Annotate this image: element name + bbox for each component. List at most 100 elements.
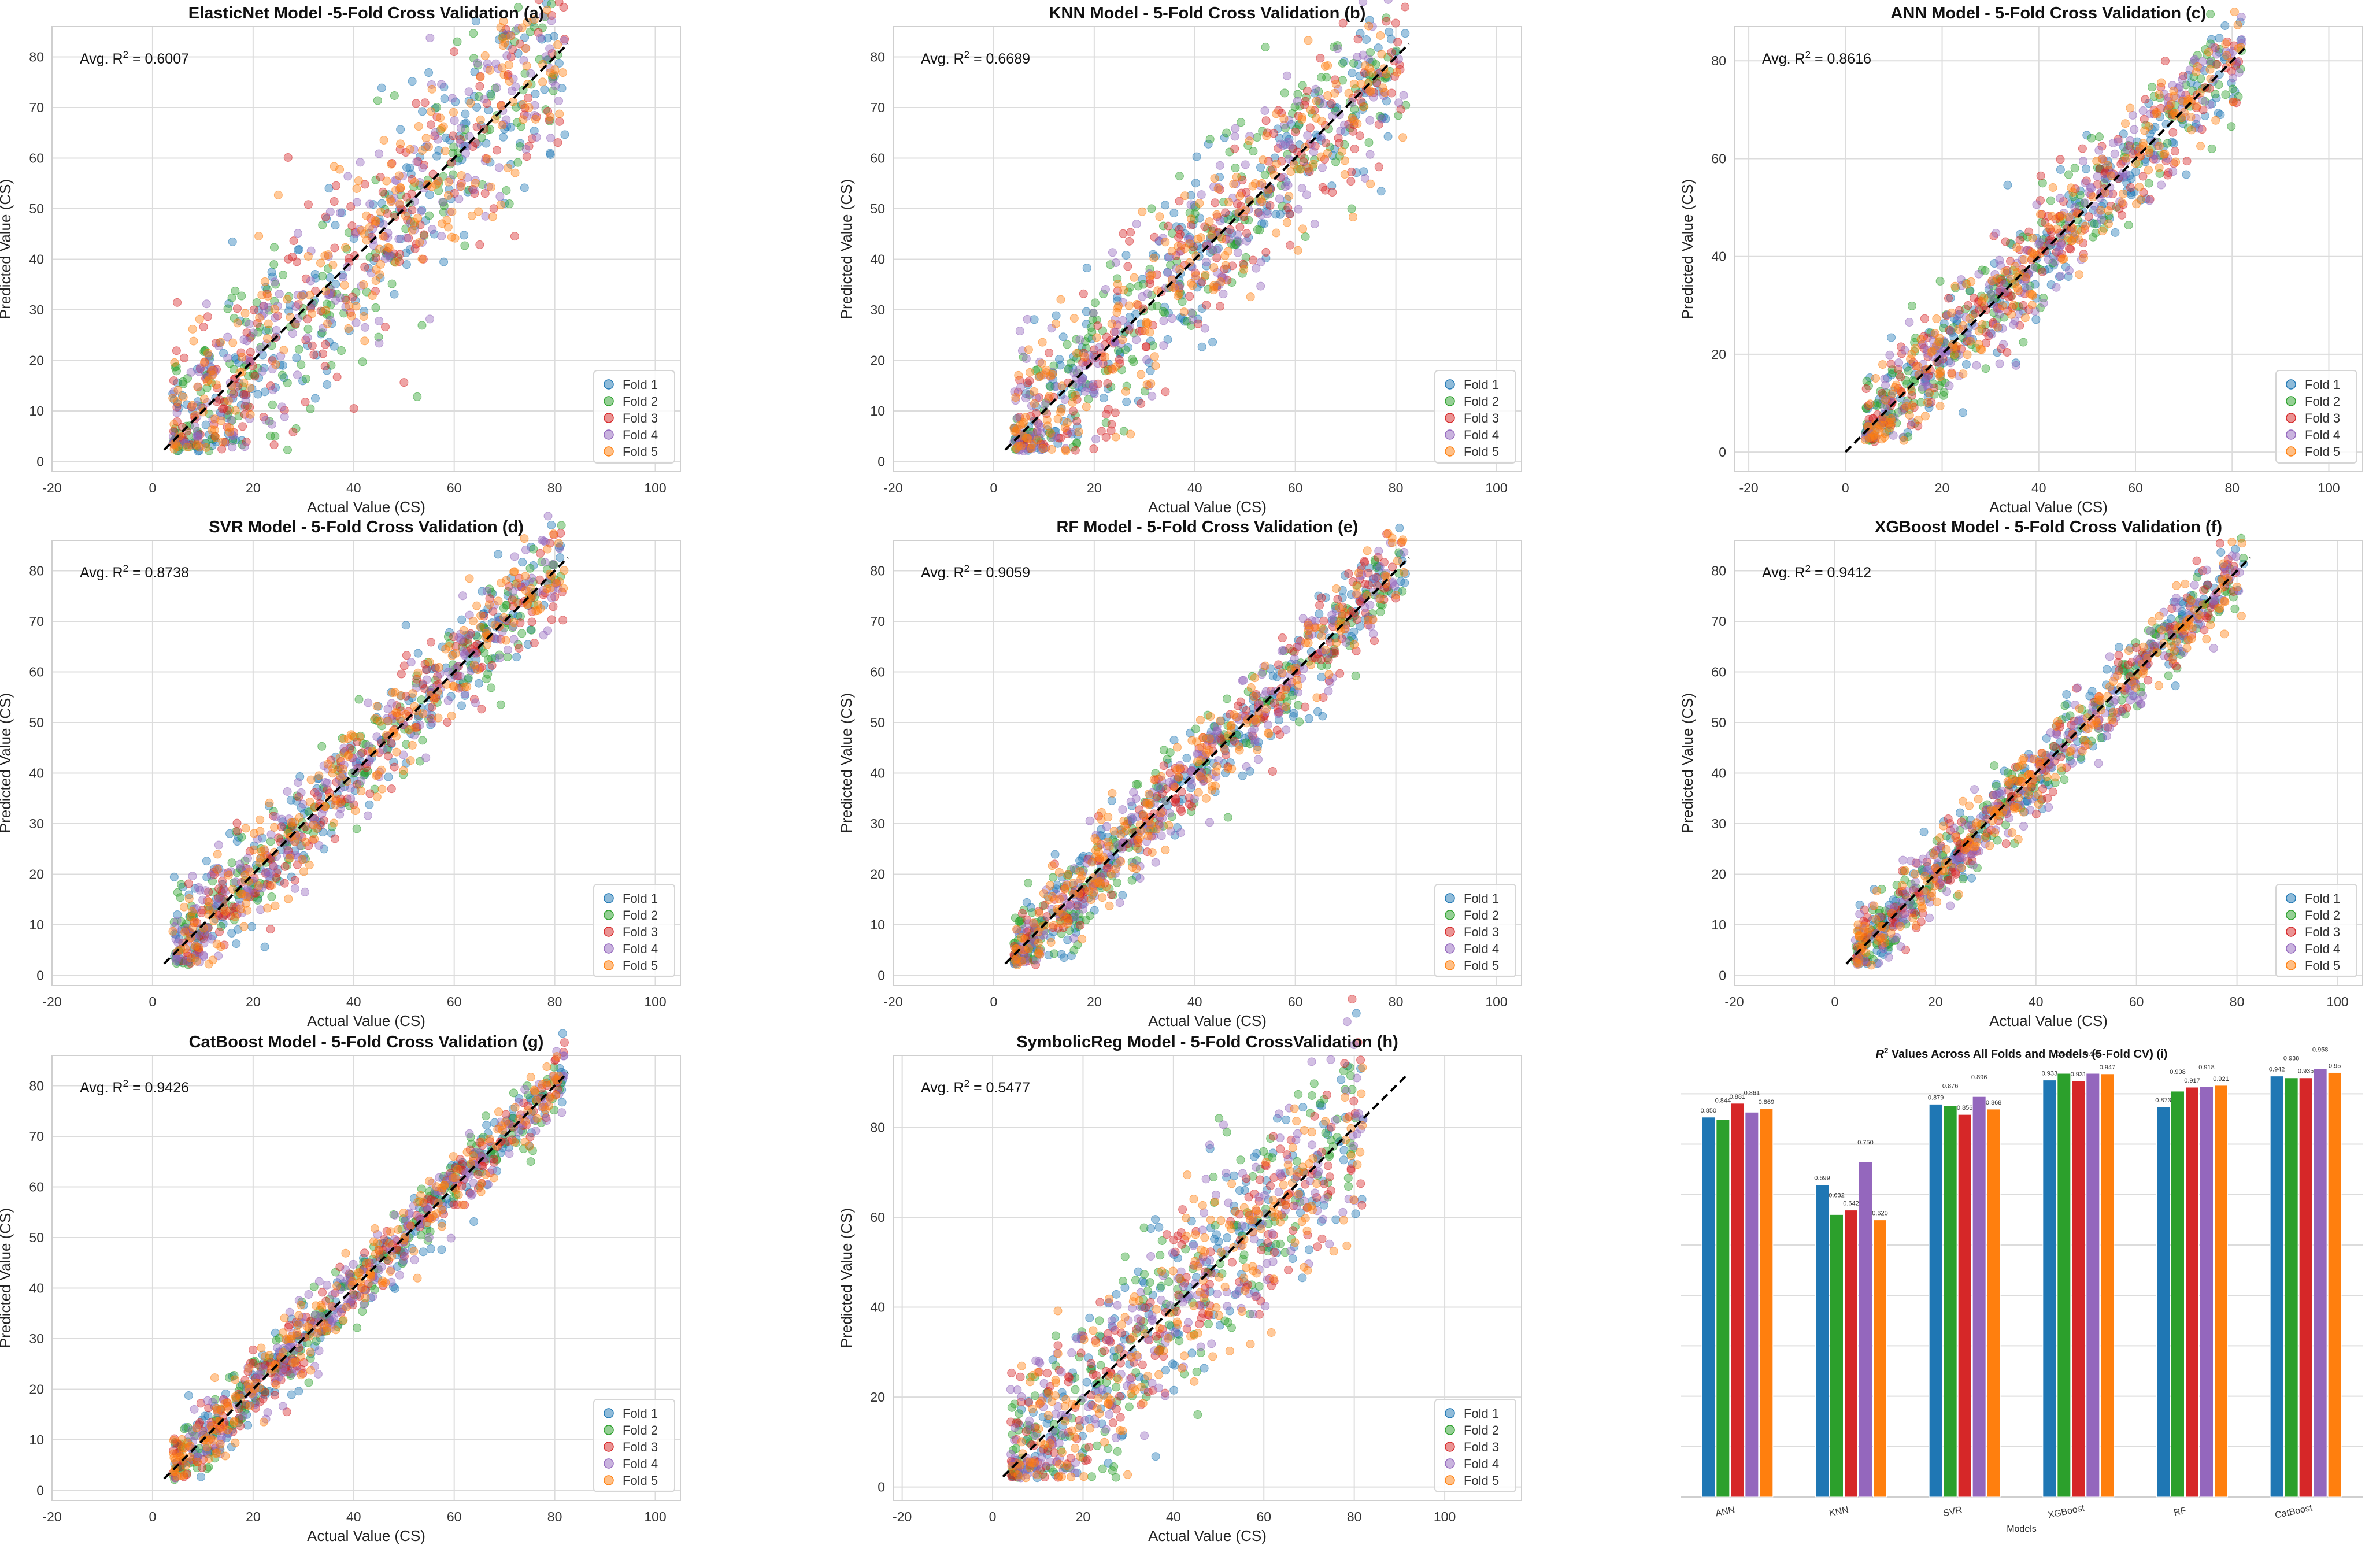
legend-marker [2286,446,2296,457]
data-point [554,58,564,68]
data-point [418,163,427,172]
legend-label: Fold 2 [2305,394,2340,409]
data-point [489,204,498,213]
data-point [1135,873,1145,883]
data-point [2064,266,2074,275]
r2-annotation: Avg. R2 = 0.8738 [80,563,189,581]
data-point [283,295,292,304]
data-point [1946,358,1955,368]
data-point [173,888,182,897]
data-point [1278,646,1287,655]
data-point [353,198,362,207]
y-tick-label: 50 [29,201,44,216]
data-point [519,115,528,124]
data-point [521,44,530,53]
data-point [2207,144,2216,153]
data-point [194,883,203,892]
x-tick-label: 0 [149,480,157,495]
data-point [1913,361,1922,370]
data-point [540,85,549,94]
panel-title: SVR Model - 5-Fold Cross Validation (d) [209,518,524,536]
data-point [2020,313,2030,323]
data-point [547,520,556,529]
data-point [1066,902,1075,911]
data-point [380,323,390,332]
data-point [2056,271,2065,280]
legend-label: Fold 1 [623,377,658,392]
data-point [1298,224,1308,234]
data-point [1339,120,1349,129]
data-point [1265,201,1275,210]
data-point [549,560,558,569]
data-point [1274,660,1283,669]
data-point [510,168,520,177]
data-point [169,376,178,386]
data-point [1014,370,1023,380]
data-point [1197,342,1206,351]
data-point [431,103,440,113]
data-point [2028,234,2037,243]
data-point [1387,48,1396,57]
data-point [457,182,466,191]
data-point [520,183,529,192]
data-point [1091,435,1101,444]
data-point [417,695,426,705]
data-point [445,642,454,651]
legend-marker [1445,446,1455,457]
data-point [464,87,473,97]
data-point [1176,805,1185,814]
data-point [2215,34,2224,43]
data-point [1208,338,1217,347]
data-point [1881,395,1890,405]
data-point [451,97,460,106]
y-tick-label: 80 [29,50,44,65]
data-point [1142,355,1152,364]
data-point [417,321,427,330]
data-point [1212,210,1222,219]
data-point [325,273,335,282]
data-point [2160,149,2170,158]
data-point [406,169,416,179]
data-point [270,822,279,832]
data-point [1348,68,1357,77]
data-point [419,230,428,239]
data-point [402,651,411,660]
data-point [1071,391,1080,400]
data-point [1347,204,1356,213]
data-point [450,116,459,125]
data-point [2056,165,2065,174]
data-point [456,124,465,133]
x-tick-label: 40 [1187,480,1202,495]
y-tick-label: 30 [870,816,885,831]
data-point [291,424,301,433]
data-point [558,68,568,77]
data-point [2135,183,2144,192]
data-point [1282,71,1291,80]
data-point [1072,349,1082,358]
data-point [1331,80,1341,89]
data-point [543,5,552,14]
data-point [446,160,455,169]
data-point [1350,145,1359,154]
data-point [510,552,519,561]
data-point [1052,311,1061,320]
data-point [1310,220,1319,229]
data-point [1188,281,1197,290]
data-point [1364,21,1374,31]
data-point [283,153,293,162]
data-point [467,211,476,220]
data-point [2104,206,2113,216]
data-point [532,132,541,142]
data-point [460,649,469,658]
data-point [484,600,494,609]
data-point [2171,157,2181,166]
data-point [1399,91,1408,100]
data-point [1201,271,1210,280]
data-point [2036,171,2045,180]
data-point [346,794,356,803]
data-point [289,236,298,246]
data-point [288,427,298,436]
data-point [321,287,330,296]
data-point [448,94,457,103]
data-point [2081,178,2090,187]
